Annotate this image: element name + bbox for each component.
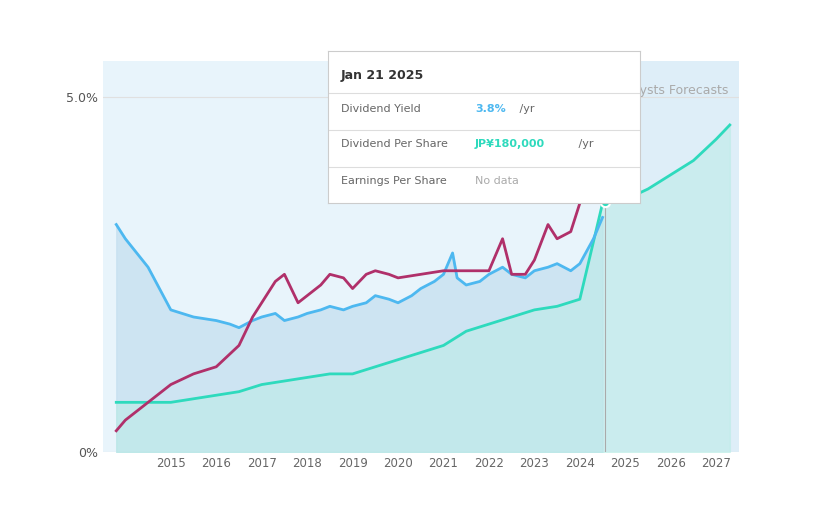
Text: JP¥180,000: JP¥180,000 <box>475 139 545 149</box>
Text: /yr: /yr <box>575 139 594 149</box>
Text: Jan 21 2025: Jan 21 2025 <box>341 69 424 82</box>
Point <box>599 198 612 206</box>
Text: Analysts Forecasts: Analysts Forecasts <box>612 84 728 97</box>
Text: 3.8%: 3.8% <box>475 104 506 114</box>
Text: No data: No data <box>475 176 519 186</box>
Text: Past: Past <box>575 84 601 97</box>
Text: Dividend Per Share: Dividend Per Share <box>341 139 447 149</box>
Text: /yr: /yr <box>516 104 534 114</box>
Bar <box>605 61 739 452</box>
Bar <box>103 61 605 452</box>
Text: Dividend Yield: Dividend Yield <box>341 104 420 114</box>
Text: Earnings Per Share: Earnings Per Share <box>341 176 447 186</box>
